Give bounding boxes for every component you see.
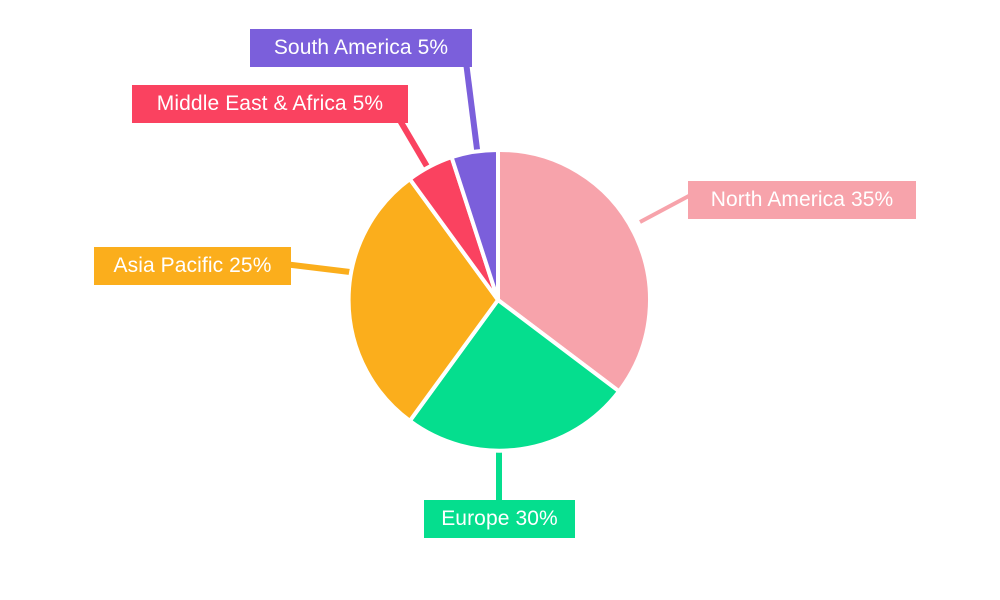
pie-label-south-america-text: South America 5% bbox=[273, 35, 449, 59]
pie-slice-asia-pacific[interactable] bbox=[346, 177, 500, 423]
leader-line-asia-pacific bbox=[283, 261, 351, 275]
pie-label-north-america[interactable]: North America 35% bbox=[688, 181, 916, 219]
pie-slices bbox=[346, 147, 652, 453]
pie-label-asia-pacific[interactable]: Asia Pacific 25% bbox=[94, 247, 291, 285]
pie-label-asia-pacific-text: Asia Pacific 25% bbox=[113, 253, 272, 277]
leader-line-south-america bbox=[463, 61, 481, 158]
pie-label-north-america-text: North America 35% bbox=[710, 187, 894, 211]
pie-label-europe[interactable]: Europe 30% bbox=[424, 500, 575, 538]
pie-slice-south-america[interactable] bbox=[449, 147, 500, 302]
pie-slice-europe[interactable] bbox=[407, 298, 621, 453]
pie-label-south-america[interactable]: South America 5% bbox=[250, 29, 472, 67]
pie-slice-north-america[interactable] bbox=[496, 147, 652, 394]
pie-label-middle-east-africa-text: Middle East & Africa 5% bbox=[156, 91, 384, 115]
pie-label-middle-east-africa[interactable]: Middle East & Africa 5% bbox=[132, 85, 408, 123]
pie-label-europe-text: Europe 30% bbox=[441, 506, 558, 530]
